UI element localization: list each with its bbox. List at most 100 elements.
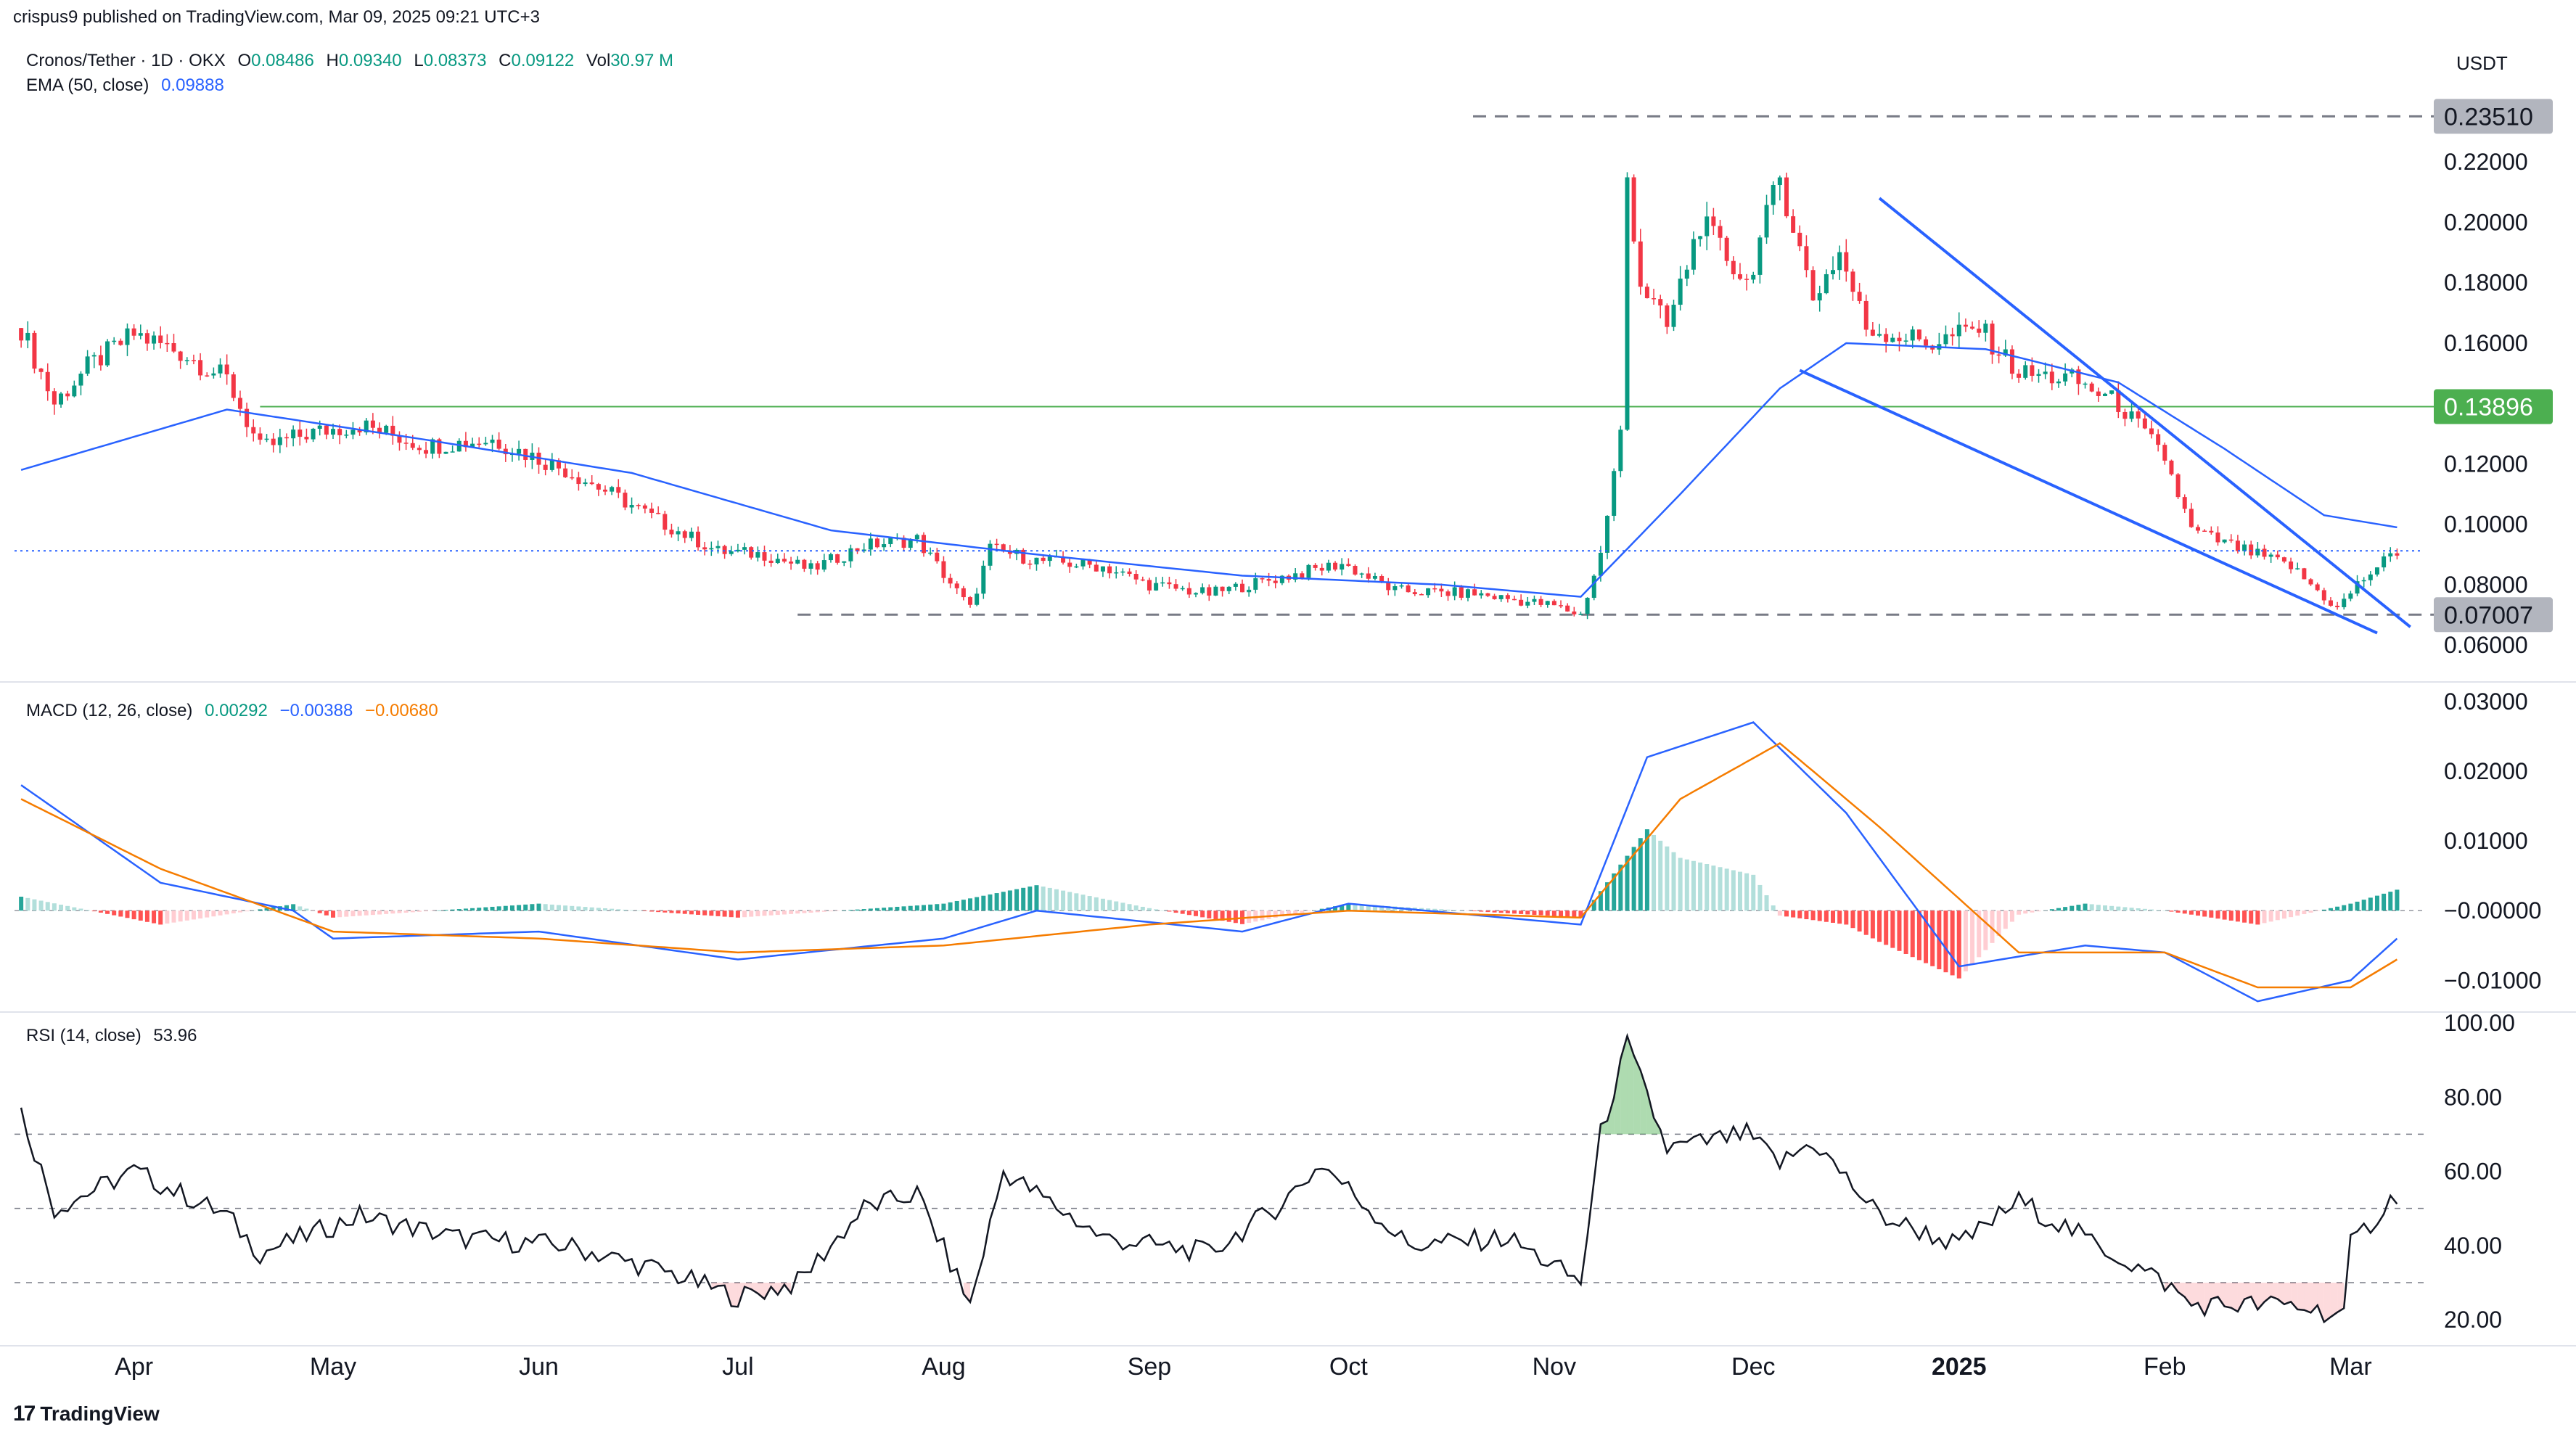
candle	[596, 482, 601, 496]
candle	[450, 445, 455, 453]
candle	[364, 418, 369, 435]
candlestick-series	[19, 172, 2400, 620]
macd-histogram-bar	[1014, 889, 1020, 911]
macd-histogram-bar	[596, 908, 601, 911]
candle	[1406, 583, 1411, 593]
macd-histogram-bar	[1638, 838, 1643, 911]
macd-hist-value: 0.00292	[205, 701, 268, 720]
candle	[1041, 555, 1046, 564]
candle	[1426, 588, 1431, 598]
macd-histogram-bar	[941, 903, 946, 911]
candle	[277, 428, 282, 453]
macd-histogram-bar	[237, 910, 242, 913]
candle	[1545, 601, 1550, 608]
candle	[722, 544, 727, 559]
rsi-line	[20, 1032, 2398, 1324]
candle	[1572, 607, 1577, 617]
macd-histogram-bar	[2281, 910, 2286, 919]
macd-histogram-bar	[1260, 910, 1265, 921]
macd-histogram-bar	[490, 906, 495, 911]
macd-histogram-bar	[2083, 903, 2088, 911]
macd-histogram-bar	[1764, 895, 1769, 911]
macd-histogram-bar	[1094, 897, 1099, 911]
candle	[357, 427, 362, 436]
macd-histogram-bar	[144, 910, 149, 922]
macd-histogram-bar	[935, 904, 940, 911]
macd-histogram-bar	[954, 900, 959, 911]
candle	[1160, 577, 1165, 587]
candle	[85, 350, 90, 377]
candle	[171, 334, 176, 353]
candle	[1459, 585, 1464, 601]
candle	[2302, 567, 2307, 580]
candle	[1565, 603, 1570, 612]
macd-histogram-bar	[1007, 890, 1012, 911]
macd-histogram-bar	[2175, 910, 2181, 913]
macd-histogram-bar	[32, 899, 37, 911]
macd-histogram-bar	[2102, 905, 2107, 911]
macd-histogram-bar	[384, 910, 389, 914]
macd-histogram-bar	[59, 904, 64, 911]
macd-histogram-bar	[1047, 887, 1052, 911]
rsi-pane	[15, 1032, 2424, 1324]
candle	[2156, 429, 2161, 452]
candle	[2169, 459, 2174, 476]
candle	[2009, 345, 2014, 379]
falling-wedge-lines	[1799, 197, 2411, 635]
candle	[636, 503, 641, 510]
candle	[1366, 567, 1371, 583]
macd-histogram-bar	[483, 907, 488, 911]
tradingview-logo-text: TradingView	[40, 1402, 160, 1425]
macd-histogram-bar	[2268, 910, 2273, 922]
x-tick-label: Feb	[2144, 1353, 2186, 1381]
macd-histogram-bar	[549, 904, 554, 911]
candle	[1094, 560, 1099, 572]
candle	[1585, 597, 1590, 620]
candle	[623, 489, 628, 511]
macd-histogram-bar	[2368, 897, 2373, 911]
macd-histogram-bar	[762, 910, 767, 916]
macd-histogram-bar	[589, 907, 594, 911]
macd-histogram-bar	[649, 910, 655, 912]
macd-histogram-bar	[656, 910, 661, 913]
candle	[25, 321, 30, 349]
macd-histogram-bar	[908, 905, 913, 911]
candle	[1784, 172, 1789, 218]
macd-histogram-bar	[1559, 910, 1564, 917]
candle	[1631, 174, 1636, 244]
macd-histogram-bar	[1379, 905, 1385, 911]
rsi-oversold-fill	[2244, 1282, 2252, 1299]
candle	[642, 503, 647, 514]
macd-histogram-bar	[1127, 904, 1132, 911]
price-levels	[260, 115, 2438, 616]
macd-histogram-bar	[118, 910, 123, 917]
signal-line	[20, 741, 2398, 989]
macd-histogram-bar	[689, 910, 694, 915]
macd-histogram-bar	[403, 910, 409, 913]
macd-histogram-bar	[1505, 910, 1510, 913]
macd-histogram-bar	[1718, 867, 1723, 911]
macd-histogram-bar	[324, 910, 329, 916]
macd-histogram-bar	[2348, 903, 2353, 911]
macd-histogram-bar	[184, 910, 189, 921]
macd-histogram-bar	[198, 910, 203, 919]
candle	[1963, 318, 1968, 332]
candle	[2096, 387, 2101, 402]
candle	[65, 390, 70, 401]
macd-histogram-bar	[258, 909, 263, 911]
candle	[523, 448, 528, 468]
macd-histogram-bar	[1870, 910, 1875, 939]
candle	[19, 328, 24, 348]
macd-histogram-bar	[1572, 910, 1577, 918]
macd-histogram-bar	[470, 908, 475, 911]
macd-histogram-bar	[1492, 910, 1497, 913]
macd-histogram-bar	[1419, 908, 1424, 911]
publisher-line: crispus9 published on TradingView.com, M…	[13, 7, 540, 27]
rsi-oversold-fill	[2297, 1282, 2305, 1310]
macd-histogram-bar	[2182, 910, 2187, 914]
rsi-overbought-fill	[1633, 1055, 1641, 1135]
candle	[98, 345, 103, 371]
candle	[1804, 235, 1809, 278]
candle	[1711, 207, 1716, 236]
candle	[2209, 526, 2214, 535]
